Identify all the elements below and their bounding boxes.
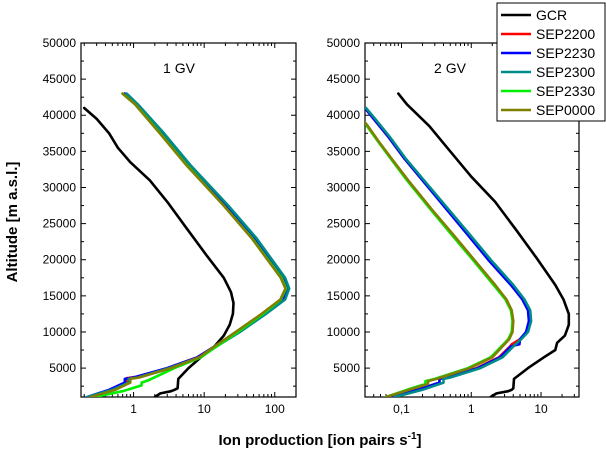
legend-label: SEP2300 bbox=[536, 64, 595, 80]
y-tick-label: 45000 bbox=[327, 72, 361, 86]
legend-item: SEP2330 bbox=[501, 83, 595, 99]
series-line-gcr bbox=[82, 106, 235, 397]
series-line-sep0000 bbox=[365, 121, 515, 397]
legend-item: SEP0000 bbox=[501, 102, 595, 118]
y-tick-label: 35000 bbox=[43, 144, 77, 158]
y-tick-label: 35000 bbox=[327, 144, 361, 158]
y-tick-label: 30000 bbox=[43, 180, 77, 194]
legend-item: SEP2230 bbox=[501, 45, 595, 61]
x-tick-label: 1 bbox=[130, 402, 137, 416]
legend: GCR SEP2200 SEP2230 SEP2300 SEP2330 SEP0000 bbox=[496, 2, 606, 122]
y-tick-label: 50000 bbox=[327, 36, 361, 50]
series-line-sep2300 bbox=[85, 92, 291, 397]
y-tick-label: 20000 bbox=[43, 253, 77, 267]
panel-2gv: 5000 10000 15000 20000 25000 30000 35000 40000 4… bbox=[327, 36, 580, 416]
y-axis-title: Altitude [m a.s.l.] bbox=[4, 162, 21, 283]
y-tick-label: 15000 bbox=[327, 289, 361, 303]
y-tick-label: 40000 bbox=[43, 108, 77, 122]
y-tick-label: 15000 bbox=[43, 289, 77, 303]
series-line-sep0000 bbox=[89, 92, 287, 397]
plot-frame bbox=[80, 42, 297, 398]
x-tick-label: 10 bbox=[534, 402, 548, 416]
y-tick-label: 30000 bbox=[327, 180, 361, 194]
legend-box bbox=[496, 2, 606, 122]
x-tick-label: 100 bbox=[265, 402, 285, 416]
series-line-sep2300 bbox=[365, 106, 533, 397]
y-tick-label: 45000 bbox=[43, 72, 77, 86]
y-tick-label: 20000 bbox=[327, 253, 361, 267]
y-axis-title-group: Altitude [m a.s.l.] bbox=[4, 162, 21, 283]
y-tick-label: 25000 bbox=[43, 217, 77, 231]
legend-item: SEP2300 bbox=[501, 64, 595, 80]
x-axis-title-tail: ] bbox=[417, 432, 422, 449]
legend-label: SEP0000 bbox=[536, 102, 595, 118]
legend-label: SEP2200 bbox=[536, 26, 595, 42]
y-tick-label: 10000 bbox=[43, 325, 77, 339]
legend-item: GCR bbox=[501, 7, 567, 23]
plot-frame bbox=[364, 42, 580, 398]
panel-1gv: 5000 10000 15000 20000 25000 30000 35000 40000 4… bbox=[43, 36, 297, 416]
legend-label: SEP2230 bbox=[536, 45, 595, 61]
panel-label: 1 GV bbox=[163, 60, 196, 76]
legend-label: GCR bbox=[536, 7, 567, 23]
x-axis-title-main: Ion production [ion pairs s bbox=[218, 432, 407, 449]
x-axis-title-sup: -1 bbox=[408, 431, 417, 442]
y-tick-label: 10000 bbox=[327, 325, 361, 339]
panel-label: 2 GV bbox=[434, 60, 467, 76]
x-tick-label: 0,1 bbox=[393, 402, 410, 416]
x-tick-label: 1 bbox=[468, 402, 475, 416]
y-tick-label: 50000 bbox=[43, 36, 77, 50]
x-axis-title: Ion production [ion pairs s-1] bbox=[218, 431, 421, 449]
y-tick-label: 25000 bbox=[327, 217, 361, 231]
y-tick-label: 40000 bbox=[327, 108, 361, 122]
x-tick-label: 10 bbox=[197, 402, 211, 416]
series-line-gcr bbox=[397, 92, 571, 397]
legend-item: SEP2200 bbox=[501, 26, 595, 42]
y-tick-label: 5000 bbox=[333, 361, 360, 375]
legend-label: SEP2330 bbox=[536, 83, 595, 99]
y-tick-label: 5000 bbox=[49, 361, 76, 375]
